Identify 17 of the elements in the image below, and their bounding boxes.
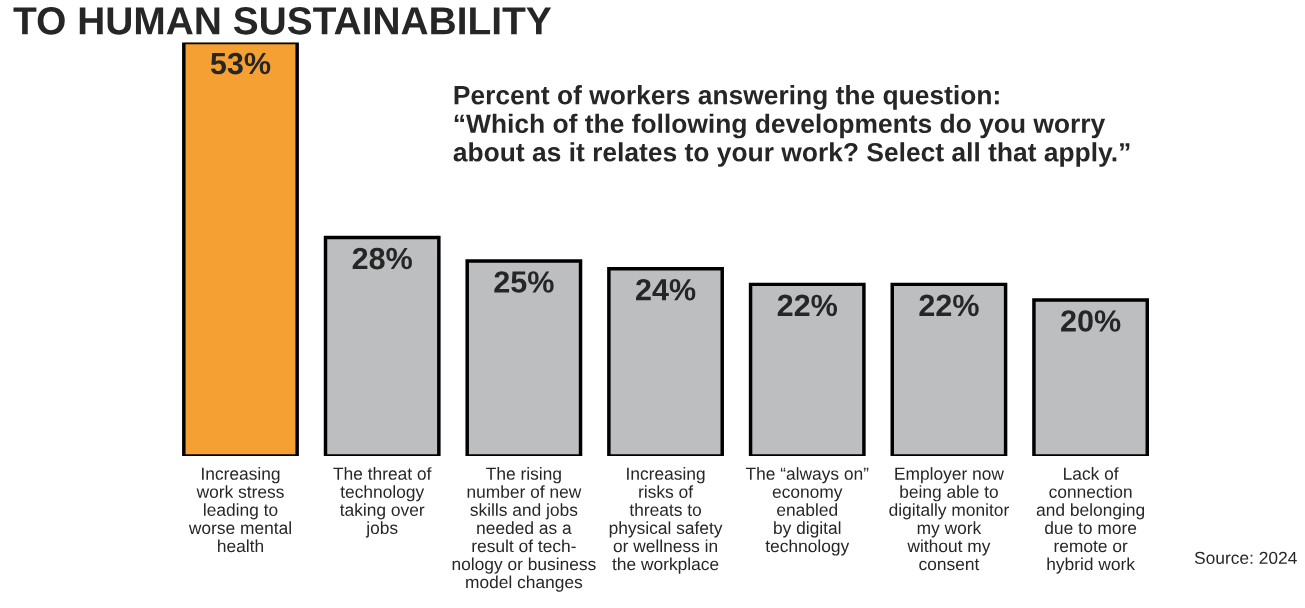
data-label: 22% <box>919 294 979 317</box>
source-note: Source: 2024 <box>1194 551 1297 565</box>
data-label: 24% <box>636 278 696 301</box>
text: Percent of workers answering the question: “Which of the following developments do you worry about as it relates to your work? Select all that apply.” <box>453 85 1130 167</box>
data-label: 53% <box>210 52 271 75</box>
x-tick-label: The rising number of new skills and jobs needed as a result of tech- nology or business model changes <box>452 467 596 592</box>
data-label: 28% <box>352 247 412 270</box>
x-tick-label: Lack of connection and belonging due to more remote or hybrid work <box>1036 467 1145 574</box>
data-label: 22% <box>777 294 838 317</box>
x-tick-label: Increasing risks of threats to physical safety or wellness in the workplace <box>609 467 723 574</box>
x-tick-label: The threat of technology taking over jobs <box>333 467 432 538</box>
chart-title: TO HUMAN SUSTAINABILITY <box>13 7 552 35</box>
data-label: 25% <box>494 271 554 293</box>
data-label: 20% <box>1061 310 1121 332</box>
x-tick-label: Employer now being able to digitally monitor my work without my consent <box>889 467 1009 571</box>
x-tick-label: Increasing work stress leading to worse mental health <box>188 467 291 553</box>
x-tick-label: The “always on” economy enabled by digital technology <box>745 467 869 556</box>
